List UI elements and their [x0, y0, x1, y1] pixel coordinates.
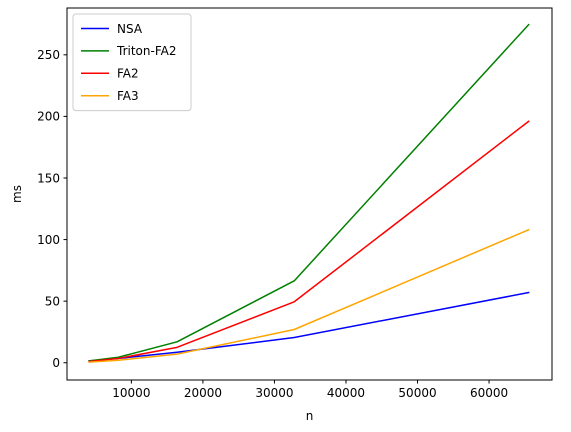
x-tick-label: 30000	[255, 386, 293, 400]
y-tick-label: 100	[37, 233, 60, 247]
series-line-nsa	[89, 293, 529, 361]
y-tick-label: 0	[52, 356, 60, 370]
legend-label: FA3	[117, 89, 139, 103]
series-line-fa3	[89, 230, 529, 362]
x-ticks: 10000 20000 30000 40000 50000 60000	[112, 380, 508, 400]
y-ticks: 0 50 100 150 200 250	[37, 48, 67, 370]
x-axis-label: n	[306, 409, 314, 423]
legend: NSA Triton-FA2 FA2 FA3	[73, 14, 191, 111]
x-tick-label: 60000	[470, 386, 508, 400]
legend-label: Triton-FA2	[116, 44, 176, 58]
x-tick-label: 10000	[112, 386, 150, 400]
y-axis-label: ms	[10, 185, 24, 203]
x-tick-label: 20000	[184, 386, 222, 400]
y-tick-label: 250	[37, 48, 60, 62]
y-tick-label: 200	[37, 110, 60, 124]
x-tick-label: 40000	[327, 386, 365, 400]
legend-label: FA2	[117, 67, 139, 81]
series-line-fa2	[89, 121, 529, 361]
y-tick-label: 50	[45, 294, 60, 308]
legend-label: NSA	[117, 22, 143, 36]
y-tick-label: 150	[37, 171, 60, 185]
x-tick-label: 50000	[398, 386, 436, 400]
